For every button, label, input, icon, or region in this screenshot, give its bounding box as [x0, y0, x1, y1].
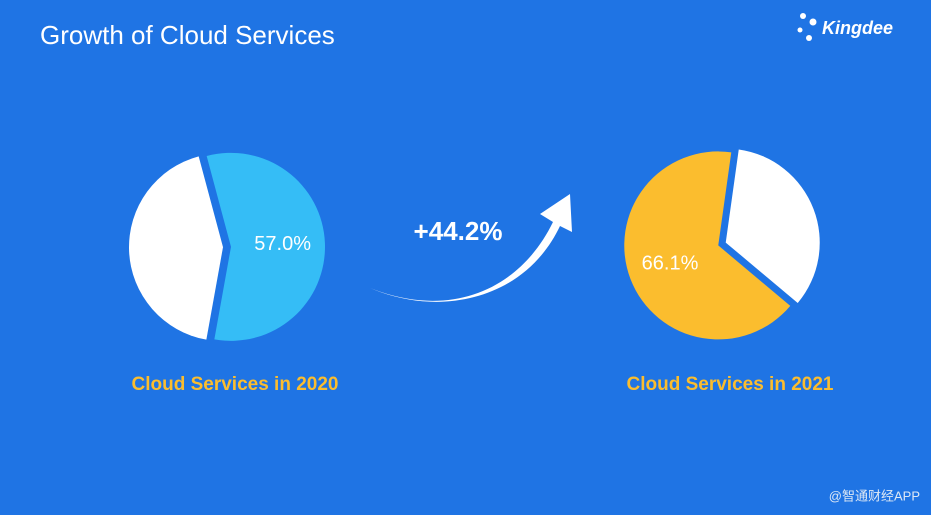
slide-title: Growth of Cloud Services — [40, 20, 335, 50]
logo: Kingdee — [822, 18, 893, 38]
slice-label: 66.1% — [642, 252, 699, 274]
pie-slice — [129, 156, 224, 340]
watermark: @智通财经APP — [829, 488, 920, 503]
pie-slice — [624, 151, 791, 340]
pie-slice — [206, 152, 325, 341]
chart-title: Cloud Services in 2020 — [132, 374, 339, 395]
pie-slice — [725, 149, 820, 303]
growth-label: +44.2% — [414, 216, 503, 246]
logo-dots — [797, 13, 817, 41]
slice-label: 57.0% — [254, 233, 311, 255]
chart-title: Cloud Services in 2021 — [627, 374, 834, 395]
